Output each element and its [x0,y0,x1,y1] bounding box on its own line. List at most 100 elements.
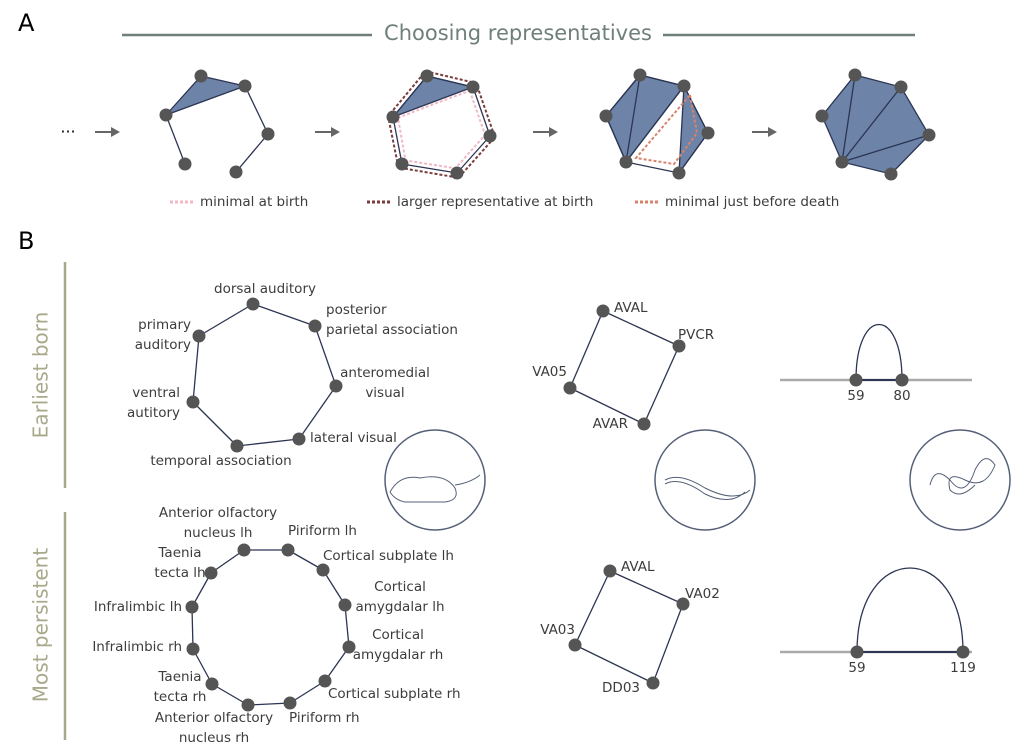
node [884,167,898,181]
edge [574,570,611,646]
edge [605,115,627,163]
node [292,432,306,446]
edge [252,303,316,327]
edge [324,646,350,682]
organism-sketch [664,476,751,500]
legend-label: minimal just before death [665,194,839,210]
edge [236,438,300,447]
face [165,75,248,116]
row-label: Most persistent [29,548,53,703]
node [815,109,829,123]
node [672,166,686,180]
node-label: 59 [847,388,864,404]
node-label: auditory [135,337,191,353]
ellipsis: ... [60,118,75,137]
node [318,674,332,688]
node-label: PVCR [678,327,714,343]
edge [841,86,902,163]
node [956,645,970,659]
node [159,108,173,122]
edge [602,310,680,347]
organism-icon [909,429,1011,531]
node [395,157,409,171]
node-label: primary [138,317,191,333]
node-label: posterior [326,302,387,318]
node-label: Infralimbic lh [94,599,182,615]
node [835,155,849,169]
node [246,297,260,311]
node-label: Infralimbic rh [92,639,182,655]
node [420,69,434,83]
node [281,543,295,557]
node [261,127,275,141]
node-label: visual [365,385,404,401]
edge [192,335,200,403]
edge [392,75,428,118]
node [450,166,464,180]
edge [625,161,680,174]
edge [609,570,684,605]
node [848,68,862,82]
edge [298,385,337,440]
node-label: Cortical subplate lh [323,548,454,564]
nodes [159,68,970,712]
edge [191,606,194,650]
edge [165,114,186,165]
node-label: Cortical [374,579,426,595]
edge [569,387,645,425]
node [619,155,633,169]
node [568,638,582,652]
node-label: autitory [127,405,180,421]
shapes [63,33,1011,740]
edge [401,163,458,174]
node [230,439,244,453]
face [605,74,686,164]
node [308,319,322,333]
edge [643,345,680,425]
node [599,109,613,123]
node-label: Piriform rh [289,710,360,726]
node [229,165,243,179]
node-label: Anterior olfactory [159,505,277,521]
title: Choosing representatives [384,21,652,45]
node [238,79,252,93]
legend-label: larger representative at birth [397,194,593,210]
legend-label: minimal at birth [200,194,308,210]
node-label: AVAR [593,416,628,432]
node [342,640,356,654]
node-label: parietal association [326,322,458,338]
node-label: 119 [950,660,976,676]
edge [244,85,269,135]
dashed-cycle [634,92,699,166]
node-label: ventral [132,385,180,401]
arrowhead [111,127,120,137]
node [204,566,218,580]
node-label: Taenia [157,545,201,561]
edge [198,303,254,337]
node [672,339,686,353]
node-label: nucleus lh [184,525,253,541]
node [192,329,206,343]
node [338,598,352,612]
node [677,79,691,93]
node [894,80,908,94]
organism-sketch [929,458,996,495]
node-label: AVAL [621,559,655,575]
node-label: 59 [848,660,865,676]
node [563,381,577,395]
edge [322,569,346,606]
node-label: VA03 [540,622,575,638]
node [676,597,690,611]
edge [605,74,641,117]
node [483,129,497,143]
node [596,304,610,318]
edge [683,85,709,134]
node-label: Cortical subplate rh [328,686,461,702]
edge [314,325,337,387]
node [316,563,330,577]
arrowhead [549,127,558,137]
edge [287,549,324,571]
edge [841,134,930,163]
panel-label: A [18,9,35,37]
